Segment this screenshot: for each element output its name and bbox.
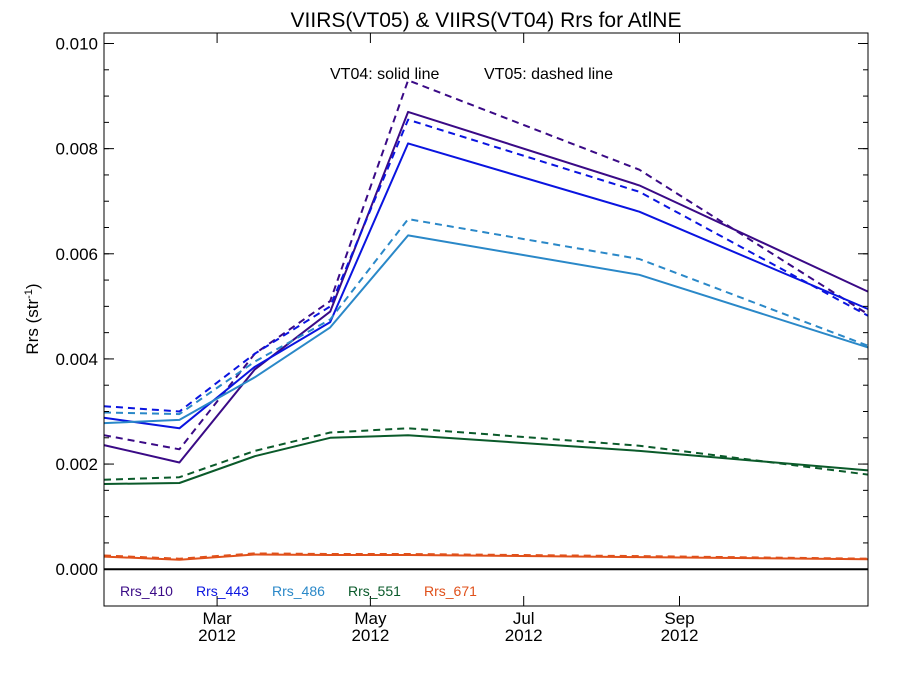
x-tick-year: 2012 [661, 626, 699, 645]
y-tick-label: 0.002 [55, 455, 98, 474]
y-tick-label: 0.006 [55, 245, 98, 264]
legend-item-rrs_486: Rrs_486 [272, 583, 325, 599]
series-line-rrs_671-solid [103, 553, 869, 561]
x-tick-year: 2012 [198, 626, 236, 645]
x-tick-year: 2012 [505, 626, 543, 645]
legend-item-rrs_410: Rrs_410 [120, 583, 173, 599]
y-tick-label: 0.004 [55, 350, 98, 369]
y-axis: 0.000 0.002 0.004 0.006 0.008 0.010 [55, 35, 868, 579]
series-line-rrs_443-dashed [103, 118, 869, 413]
legend-item-rrs_671: Rrs_671 [424, 583, 477, 599]
plot-frame [103, 32, 869, 607]
series-line-rrs_443-solid [103, 142, 869, 430]
series-line-rrs_551-dashed [103, 427, 869, 481]
annotation-solid: VT04: solid line [330, 66, 439, 83]
y-tick-label: 0.008 [55, 140, 98, 159]
series-line-rrs_671-dashed [103, 552, 869, 560]
y-axis-label-close: ) [23, 283, 42, 289]
y-tick-label: 0.000 [55, 560, 98, 579]
annotation-dashed: VT05: dashed line [484, 66, 613, 83]
x-tick-month: Jul [513, 609, 535, 628]
legend-item-rrs_443: Rrs_443 [196, 583, 249, 599]
series-line-rrs_486-solid [103, 234, 869, 425]
chart-title: VIIRS(VT05) & VIIRS(VT04) Rrs for AtlNE [291, 9, 682, 32]
plot-area [103, 79, 869, 571]
legend-item-rrs_551: Rrs_551 [348, 583, 401, 599]
x-tick-year: 2012 [351, 626, 389, 645]
series-line-rrs_410-solid [103, 110, 869, 464]
y-axis-label: Rrs (str-1) [23, 283, 42, 354]
series-line-rrs_410-dashed [103, 79, 869, 451]
y-axis-label-text: Rrs (str [23, 299, 42, 355]
x-tick-month: May [354, 609, 387, 628]
y-axis-label-superscript: -1 [23, 289, 35, 299]
x-tick-month: Sep [664, 609, 694, 628]
series-line-rrs_551-solid [103, 434, 869, 485]
y-tick-label: 0.010 [55, 35, 98, 54]
x-tick-month: Mar [202, 609, 232, 628]
series-line-rrs_486-dashed [103, 218, 869, 416]
legend: Rrs_410 Rrs_443 Rrs_486 Rrs_551 Rrs_671 [120, 583, 477, 599]
